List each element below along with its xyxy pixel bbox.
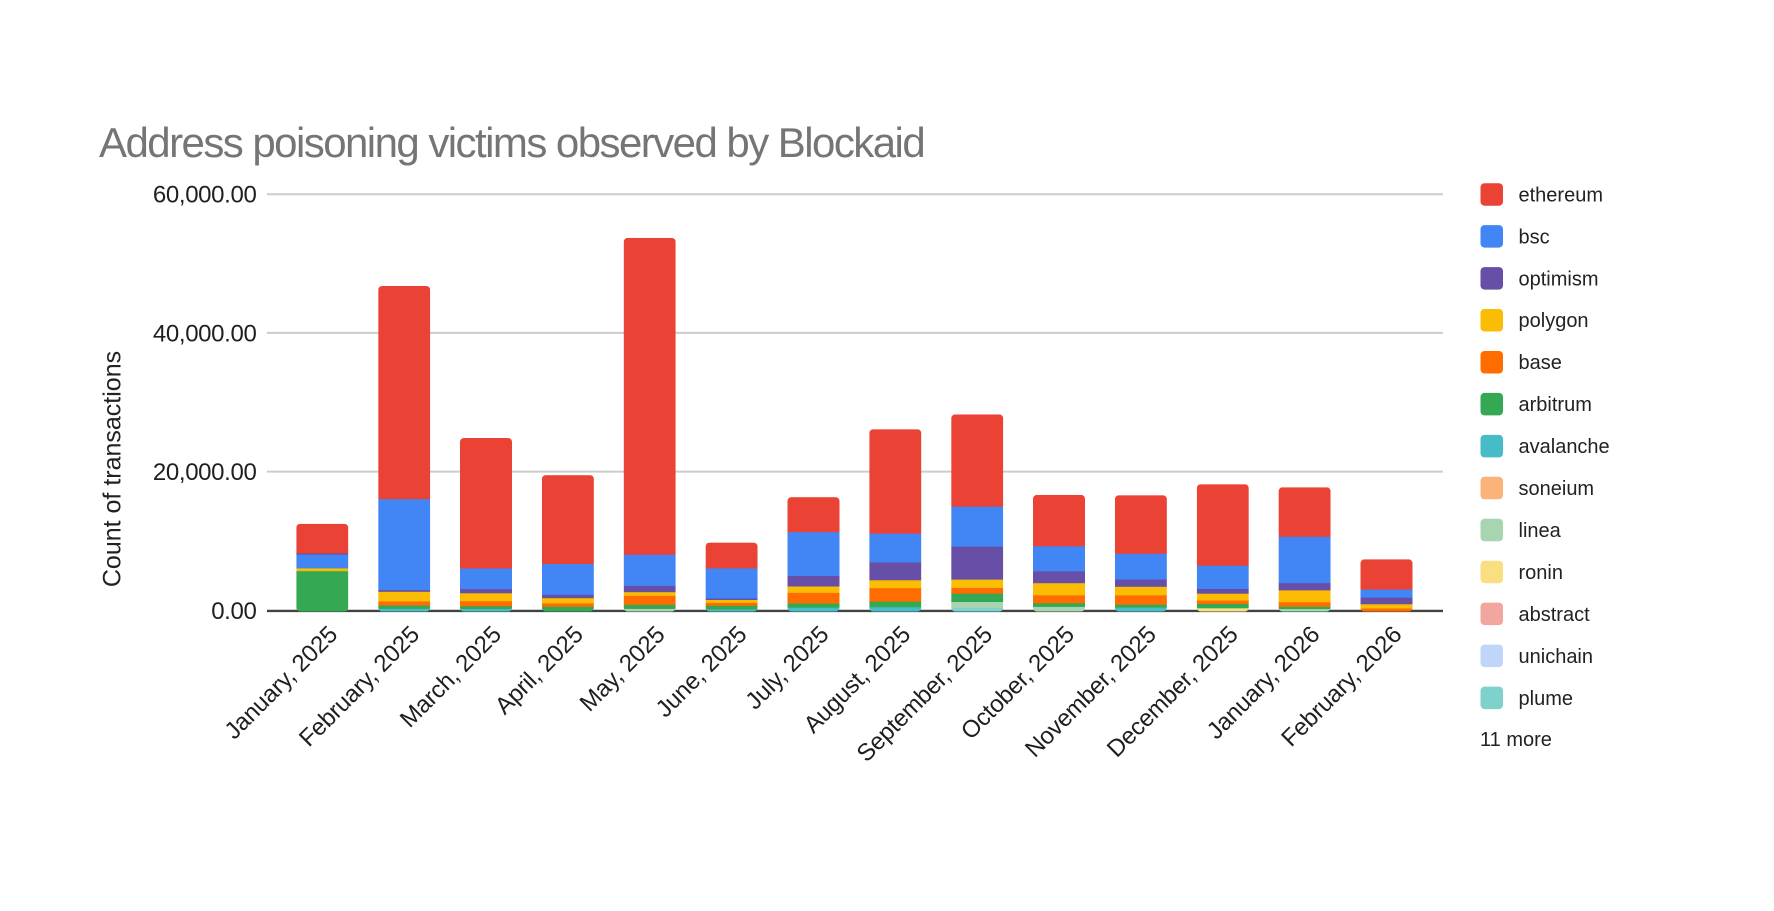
svg-text:linea: linea	[1519, 520, 1562, 542]
svg-text:bsc: bsc	[1519, 226, 1550, 248]
svg-text:ronin: ronin	[1519, 562, 1563, 584]
svg-text:plume: plume	[1519, 688, 1573, 710]
svg-text:avalanche: avalanche	[1519, 436, 1610, 458]
svg-text:base: base	[1519, 352, 1562, 374]
svg-text:soneium: soneium	[1519, 478, 1595, 500]
svg-text:optimism: optimism	[1519, 268, 1599, 290]
svg-text:arbitrum: arbitrum	[1519, 394, 1592, 416]
svg-text:60,000.00: 60,000.00	[153, 182, 257, 209]
svg-text:unichain: unichain	[1519, 646, 1594, 668]
svg-text:ethereum: ethereum	[1519, 184, 1604, 206]
svg-text:Count of transactions: Count of transactions	[99, 351, 127, 587]
svg-text:20,000.00: 20,000.00	[153, 459, 257, 486]
svg-text:40,000.00: 40,000.00	[153, 320, 257, 347]
svg-text:polygon: polygon	[1519, 310, 1589, 332]
svg-text:0.00: 0.00	[211, 598, 256, 625]
svg-text:Address poisoning victims obse: Address poisoning victims observed by Bl…	[99, 119, 924, 166]
svg-text:abstract: abstract	[1519, 604, 1591, 626]
svg-text:11 more: 11 more	[1480, 729, 1552, 751]
